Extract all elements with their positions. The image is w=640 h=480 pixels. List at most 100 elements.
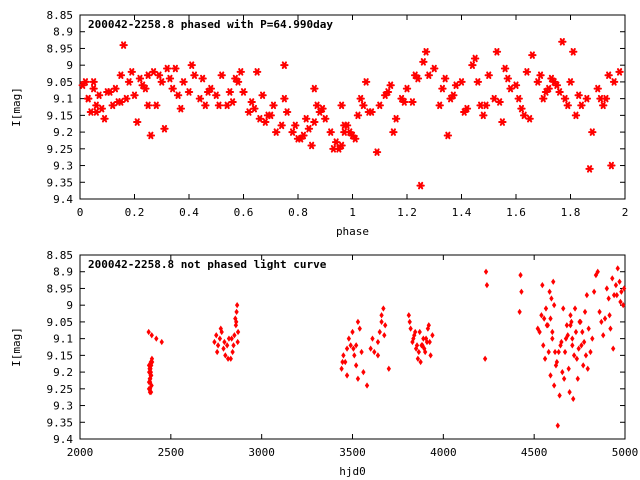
data-point: [440, 74, 450, 83]
data-point: [406, 312, 411, 319]
data-point: [506, 84, 515, 93]
data-point: [590, 335, 595, 342]
data-point: [573, 328, 579, 336]
data-point: [588, 128, 597, 136]
data-point: [567, 389, 572, 396]
data-point: [536, 71, 545, 79]
data-point: [146, 328, 151, 336]
data-point: [503, 74, 513, 83]
data-point: [415, 355, 421, 362]
x-tick-label: 1.6: [506, 206, 526, 219]
x-tick-label: 0.4: [179, 206, 199, 219]
data-point: [116, 98, 126, 106]
data-point: [540, 281, 545, 289]
data-point: [541, 88, 551, 96]
data-point: [203, 88, 213, 96]
data-point: [528, 51, 537, 59]
data-point: [100, 114, 109, 123]
data-point: [593, 271, 599, 279]
data-point: [579, 342, 584, 349]
data-point: [609, 78, 619, 86]
x-tick-label: 3000: [248, 446, 275, 459]
data-point: [206, 84, 215, 93]
data-point: [190, 71, 199, 79]
data-point: [383, 322, 388, 329]
data-point: [484, 71, 493, 79]
data-point: [301, 114, 311, 123]
data-point: [359, 101, 368, 110]
data-point: [389, 128, 398, 136]
y-tick-label: 9.05: [47, 316, 74, 329]
data-point: [124, 78, 134, 86]
data-point: [364, 382, 370, 389]
data-point: [537, 328, 542, 336]
x-tick-label: 0.6: [234, 206, 254, 219]
data-point: [449, 91, 458, 100]
data-point: [561, 305, 566, 312]
data-point: [410, 71, 420, 79]
data-point: [97, 104, 106, 113]
data-point: [611, 345, 616, 352]
data-point: [555, 88, 564, 96]
data-point: [550, 328, 555, 336]
data-point: [375, 101, 384, 110]
data-point: [280, 61, 289, 69]
data-point: [561, 375, 567, 382]
x-tick-label: 2: [622, 206, 629, 219]
data-point: [544, 84, 553, 93]
data-point: [315, 108, 324, 116]
data-point: [593, 84, 602, 93]
data-point: [557, 392, 562, 399]
data-point: [310, 84, 319, 93]
data-point: [223, 352, 228, 359]
data-point: [344, 345, 350, 352]
data-point: [571, 395, 576, 402]
data-point: [255, 114, 265, 123]
data-point: [569, 48, 578, 56]
data-point: [105, 88, 115, 96]
data-point: [585, 365, 590, 372]
data-point: [423, 335, 429, 342]
data-point: [580, 328, 585, 336]
data-point: [179, 78, 188, 86]
data-point: [483, 268, 489, 275]
chart-title: 200042-2258.8 phased with P=64.990day: [88, 18, 333, 31]
data-point: [92, 101, 101, 110]
x-axis-label: hjd0: [339, 465, 366, 478]
data-point: [586, 325, 591, 332]
data-point: [355, 318, 361, 326]
data-point: [258, 91, 267, 100]
data-point: [146, 131, 156, 140]
data-point: [402, 84, 412, 93]
data-point: [571, 111, 581, 120]
data-point: [570, 342, 575, 349]
data-point: [141, 84, 150, 93]
data-point: [551, 278, 556, 285]
data-point: [533, 78, 542, 86]
data-point: [539, 312, 544, 319]
data-point: [550, 335, 555, 342]
data-point: [318, 104, 327, 113]
data-point: [430, 64, 439, 73]
data-point: [368, 345, 373, 352]
data-point: [498, 118, 507, 126]
data-point: [556, 348, 561, 356]
data-point: [577, 101, 586, 110]
data-point: [299, 131, 308, 140]
data-point: [490, 94, 499, 103]
data-point: [222, 338, 227, 346]
data-point: [364, 108, 374, 116]
x-tick-label: 0.8: [288, 206, 308, 219]
data-point: [263, 111, 273, 120]
data-point: [135, 74, 145, 83]
data-point: [353, 342, 359, 349]
data-point: [595, 268, 600, 275]
data-point: [78, 81, 87, 90]
data-point: [548, 315, 553, 322]
data-point: [582, 308, 588, 316]
data-point: [596, 94, 605, 103]
data-point: [321, 114, 330, 123]
data-point: [552, 81, 562, 90]
data-point: [222, 101, 232, 110]
y-tick-label: 9.2: [53, 126, 73, 139]
